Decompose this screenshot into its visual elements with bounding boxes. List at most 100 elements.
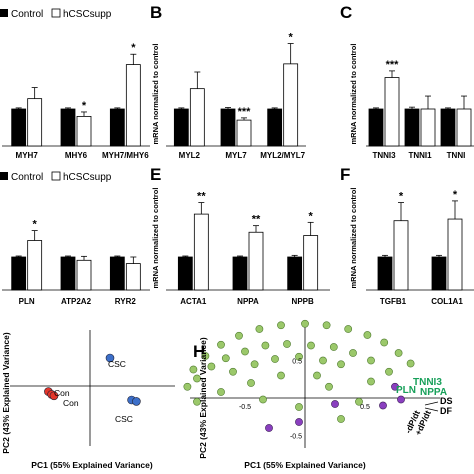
variable-point xyxy=(283,340,291,348)
functional-point xyxy=(295,418,303,426)
x-axis-label: PC1 (55% Explained Variance) xyxy=(244,460,366,470)
treatment-bar xyxy=(76,259,92,291)
panel-d: * PLN ATP2A2 RYR2 xyxy=(2,219,150,306)
category-label: MYH7 xyxy=(16,151,39,160)
treatment-bar xyxy=(447,218,463,291)
variable-point xyxy=(385,367,393,376)
significance-marker: *** xyxy=(386,59,400,71)
treatment-bar xyxy=(236,119,252,147)
variable-label: PLN xyxy=(396,385,416,396)
treatment-bar xyxy=(384,77,400,147)
variable-point xyxy=(307,341,315,350)
variable-point xyxy=(325,382,333,391)
control-bar xyxy=(287,256,303,291)
panel-letter: C xyxy=(340,3,352,22)
variable-point xyxy=(295,352,303,361)
y-axis-label: PC2 (43% Explained Variance) xyxy=(198,337,208,459)
variable-point xyxy=(250,360,259,369)
category-label: TGFB1 xyxy=(380,297,407,306)
legend-top: Control hCSCsupp xyxy=(0,8,112,20)
treatment-bar xyxy=(27,98,43,147)
treatment-bar xyxy=(125,263,141,291)
control-bar xyxy=(11,108,27,147)
x-tick-label: 0.5 xyxy=(360,404,370,411)
treatment-bar xyxy=(193,213,209,291)
panel-letter: B xyxy=(150,3,162,22)
variable-point xyxy=(367,377,375,386)
variable-point xyxy=(380,338,389,347)
category-label: MYL2/MYL7 xyxy=(260,151,305,160)
category-label: TNNI3 xyxy=(372,151,396,160)
legend-middle: Control hCSCsupp xyxy=(0,171,112,183)
treatment-bar xyxy=(456,108,472,147)
variable-point xyxy=(235,331,243,340)
treatment-bar xyxy=(76,116,92,147)
panel-a: MYH7 * MHY6 * MYH7/MHY6 xyxy=(2,42,150,160)
leader-line xyxy=(424,407,439,412)
legend-control-swatch xyxy=(0,9,8,17)
control-bar xyxy=(232,256,248,291)
variable-point xyxy=(301,319,309,328)
treatment-bar xyxy=(420,108,436,147)
variable-point xyxy=(313,371,321,380)
variable-point xyxy=(247,379,255,387)
variable-point xyxy=(193,374,201,383)
control-bar xyxy=(60,108,76,147)
variable-point xyxy=(344,325,353,333)
variable-point xyxy=(183,382,192,391)
variable-point xyxy=(207,362,216,371)
control-bar xyxy=(368,108,384,147)
variable-point xyxy=(349,349,357,357)
variable-point xyxy=(241,347,249,356)
variable-point xyxy=(337,360,345,369)
legend-control-label: Control xyxy=(11,9,43,20)
y-tick-label: -0.5 xyxy=(290,434,302,441)
variable-point xyxy=(295,403,303,411)
point-label: Con xyxy=(54,388,70,398)
significance-marker: * xyxy=(289,32,294,44)
csc-point xyxy=(105,353,115,363)
functional-point xyxy=(397,395,405,404)
significance-marker: ** xyxy=(252,214,261,226)
treatment-bar xyxy=(393,220,409,291)
point-label: Con xyxy=(63,398,79,408)
legend-treatment-swatch xyxy=(51,8,61,18)
variable-point xyxy=(322,321,331,330)
treatment-bar xyxy=(248,231,264,291)
point-label: CSC xyxy=(108,359,126,369)
variable-label: DF xyxy=(440,406,452,416)
variable-point xyxy=(277,371,285,380)
y-axis-label: PC2 (43% Explained Variance) xyxy=(1,332,11,454)
significance-marker: * xyxy=(453,189,458,201)
category-label: TNNI1 xyxy=(408,151,432,160)
control-bar xyxy=(11,256,27,291)
control-bar xyxy=(404,108,420,147)
functional-point xyxy=(331,400,339,408)
legend-treatment-label: hCSCsupp xyxy=(63,9,112,20)
category-label: ACTA1 xyxy=(180,297,207,306)
legend-treatment-swatch xyxy=(51,171,61,181)
treatment-bar xyxy=(283,63,299,147)
variable-point xyxy=(277,321,285,330)
category-label: MYL7 xyxy=(225,151,247,160)
control-point xyxy=(49,391,59,401)
variable-point xyxy=(217,388,225,396)
control-bar xyxy=(431,256,447,291)
category-label: TNNI xyxy=(447,151,466,160)
variable-label: NPPA xyxy=(420,387,447,398)
panel-letter: E xyxy=(150,165,161,184)
variable-point xyxy=(406,359,415,368)
panel-letter: F xyxy=(340,165,350,184)
control-bar xyxy=(440,108,456,147)
category-label: NPPA xyxy=(237,297,259,306)
control-bar xyxy=(173,108,189,147)
functional-point xyxy=(379,401,387,410)
variable-point xyxy=(201,352,210,360)
variable-point xyxy=(261,341,270,350)
variable-point xyxy=(189,365,198,374)
csc-point xyxy=(132,397,141,406)
